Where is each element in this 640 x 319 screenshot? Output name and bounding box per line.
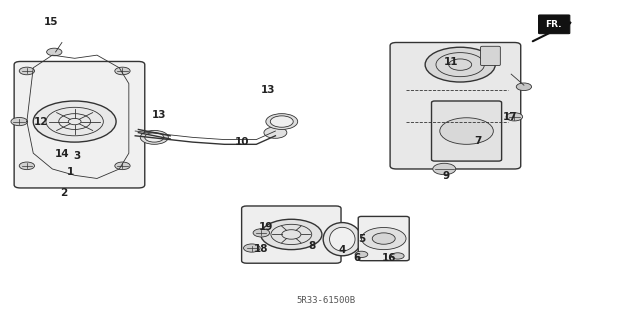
FancyBboxPatch shape	[539, 15, 570, 33]
Circle shape	[355, 251, 368, 257]
Text: 15: 15	[44, 17, 58, 27]
Text: 17: 17	[502, 112, 517, 122]
Ellipse shape	[330, 227, 355, 251]
Circle shape	[33, 101, 116, 142]
Circle shape	[433, 163, 456, 175]
Circle shape	[140, 130, 168, 144]
Circle shape	[425, 47, 495, 82]
Circle shape	[11, 117, 28, 126]
Circle shape	[270, 116, 293, 127]
Circle shape	[47, 48, 62, 56]
Text: 9: 9	[443, 171, 450, 181]
Circle shape	[145, 133, 164, 142]
FancyBboxPatch shape	[242, 206, 341, 263]
Circle shape	[440, 118, 493, 144]
FancyBboxPatch shape	[481, 46, 500, 66]
Circle shape	[260, 219, 322, 250]
Text: 11: 11	[444, 57, 458, 67]
Text: FR.: FR.	[546, 20, 562, 29]
Text: 13: 13	[152, 110, 166, 120]
Circle shape	[264, 127, 287, 138]
FancyBboxPatch shape	[14, 62, 145, 188]
Circle shape	[372, 233, 395, 244]
Text: 16: 16	[381, 253, 396, 263]
Circle shape	[516, 83, 532, 91]
Text: 2: 2	[60, 188, 67, 198]
Circle shape	[253, 229, 269, 237]
Circle shape	[266, 114, 298, 130]
Circle shape	[115, 162, 130, 170]
Text: 14: 14	[54, 149, 69, 159]
Text: 5: 5	[358, 234, 365, 244]
Text: 6: 6	[353, 253, 360, 263]
Circle shape	[244, 244, 260, 252]
Text: 10: 10	[235, 137, 250, 147]
Circle shape	[19, 162, 35, 170]
Circle shape	[392, 253, 404, 259]
Text: 13: 13	[260, 85, 275, 95]
Text: 12: 12	[34, 117, 48, 127]
Ellipse shape	[323, 223, 362, 256]
Text: 5R33-61500B: 5R33-61500B	[297, 296, 356, 305]
Text: 4: 4	[339, 245, 346, 255]
Circle shape	[19, 67, 35, 75]
Text: 19: 19	[259, 221, 273, 232]
FancyBboxPatch shape	[390, 42, 521, 169]
Circle shape	[362, 227, 406, 250]
Circle shape	[115, 67, 130, 75]
FancyBboxPatch shape	[358, 216, 409, 261]
Text: 3: 3	[73, 151, 80, 161]
Text: 8: 8	[308, 241, 316, 250]
Text: 7: 7	[474, 136, 482, 146]
Circle shape	[506, 113, 523, 121]
FancyBboxPatch shape	[431, 101, 502, 161]
Text: 1: 1	[67, 167, 74, 177]
Text: 18: 18	[254, 244, 269, 254]
